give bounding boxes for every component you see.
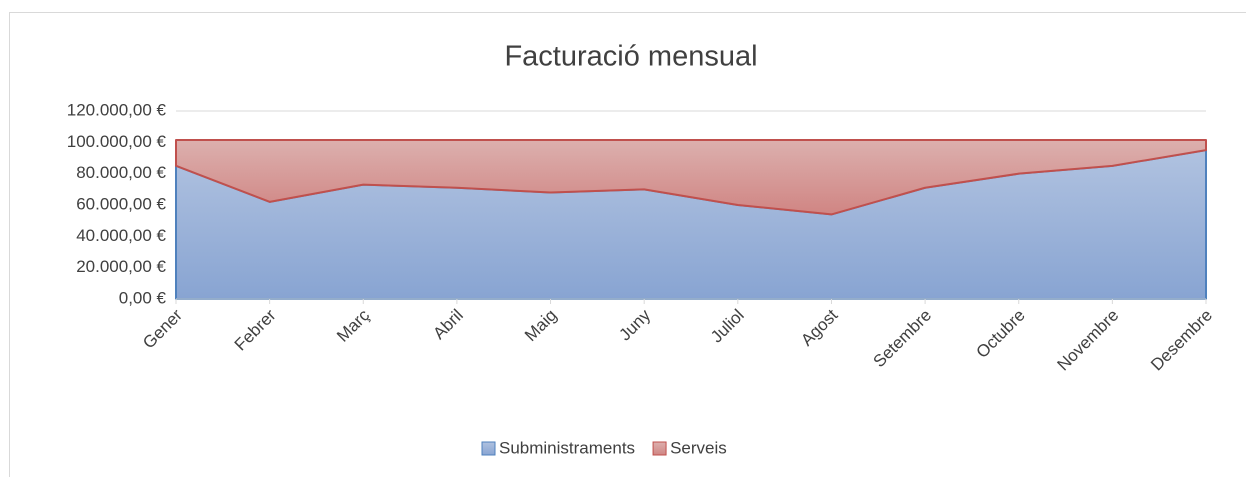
y-tick-label: 120.000,00 € bbox=[67, 100, 167, 119]
x-tick-label: Març bbox=[333, 305, 374, 346]
x-tick-label: Desembre bbox=[1147, 306, 1216, 375]
legend-swatch bbox=[481, 441, 496, 456]
x-tick-label: Febrer bbox=[231, 305, 280, 354]
chart-title: Facturació mensual bbox=[504, 41, 757, 73]
x-tick-label: Juliol bbox=[707, 306, 748, 347]
area bbox=[175, 138, 1207, 216]
x-tick-label: Setembre bbox=[870, 306, 936, 372]
legend-label: Subministraments bbox=[499, 438, 635, 457]
x-tick-label: Abril bbox=[429, 306, 466, 343]
y-tick-label: 60.000,00 € bbox=[76, 194, 166, 213]
y-tick-label: 80.000,00 € bbox=[76, 163, 166, 182]
y-tick-label: 40.000,00 € bbox=[76, 226, 166, 245]
y-tick-label: 0,00 € bbox=[119, 288, 167, 307]
x-tick-label: Agost bbox=[797, 305, 841, 349]
x-tick-label: Novembre bbox=[1053, 306, 1122, 375]
x-tick-label: Maig bbox=[521, 306, 560, 345]
x-tick-label: Juny bbox=[615, 305, 654, 344]
y-tick-label: 100.000,00 € bbox=[67, 132, 167, 151]
x-tick-label: Gener bbox=[139, 305, 186, 352]
x-tick-label: Octubre bbox=[973, 306, 1029, 362]
legend-swatch bbox=[652, 441, 667, 456]
chart-border bbox=[9, 12, 1246, 477]
legend-label: Serveis bbox=[670, 438, 727, 457]
y-tick-label: 20.000,00 € bbox=[76, 257, 166, 276]
